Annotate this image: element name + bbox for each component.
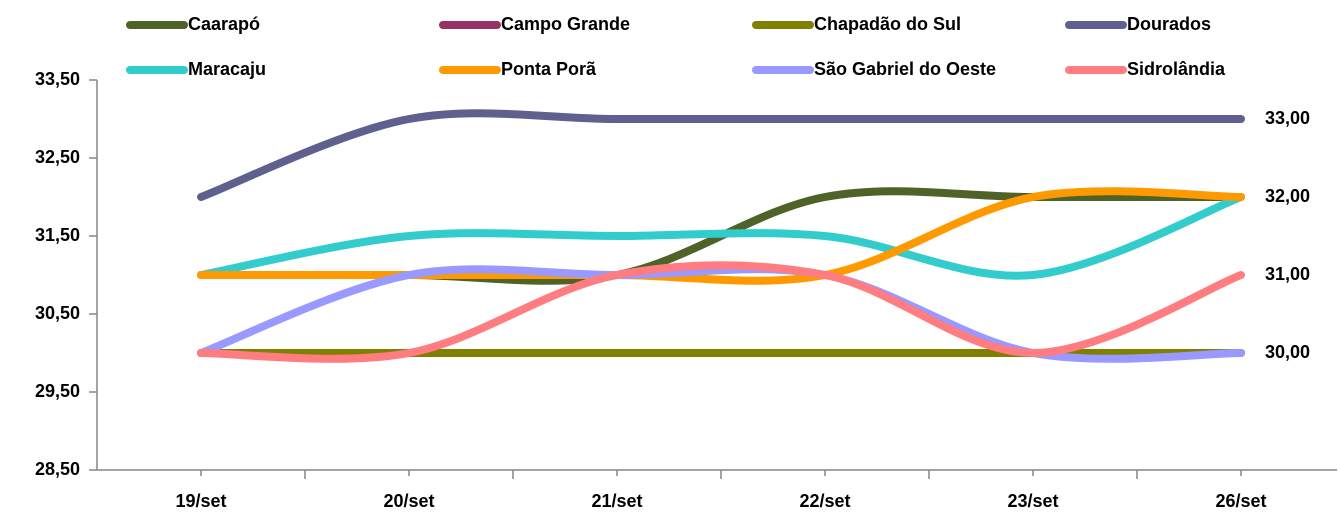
- y-tick-label: 31,50: [35, 225, 80, 245]
- data-label: 30,00: [1265, 342, 1310, 362]
- y-tick-label: 29,50: [35, 381, 80, 401]
- y-tick-label: 33,50: [35, 69, 80, 89]
- y-tick-label: 28,50: [35, 459, 80, 479]
- series-line: [197, 265, 1245, 363]
- x-tick-label: 23/set: [1007, 491, 1058, 511]
- x-tick-label: 20/set: [383, 491, 434, 511]
- data-label: 32,00: [1265, 186, 1310, 206]
- series-line: [197, 193, 1245, 280]
- x-tick-label: 21/set: [591, 491, 642, 511]
- x-tick-label: 22/set: [799, 491, 850, 511]
- series-line: [197, 261, 1245, 363]
- y-tick-label: 32,50: [35, 147, 80, 167]
- legend-label: Dourados: [1127, 14, 1211, 34]
- legend-label: Campo Grande: [501, 14, 630, 34]
- y-tick-label: 30,50: [35, 303, 80, 323]
- data-label: 31,00: [1265, 264, 1310, 284]
- series-line: [197, 109, 1245, 201]
- legend-label: Sidrolândia: [1127, 59, 1226, 79]
- legend-label: Chapadão do Sul: [814, 14, 961, 34]
- data-label: 33,00: [1265, 108, 1310, 128]
- legend-label: Maracaju: [188, 59, 266, 79]
- legend-label: Caarapó: [188, 14, 260, 34]
- legend-label: Ponta Porã: [501, 59, 597, 79]
- x-tick-label: 19/set: [175, 491, 226, 511]
- x-tick-label: 26/set: [1215, 491, 1266, 511]
- series-line: [197, 187, 1245, 285]
- legend-label: São Gabriel do Oeste: [814, 59, 996, 79]
